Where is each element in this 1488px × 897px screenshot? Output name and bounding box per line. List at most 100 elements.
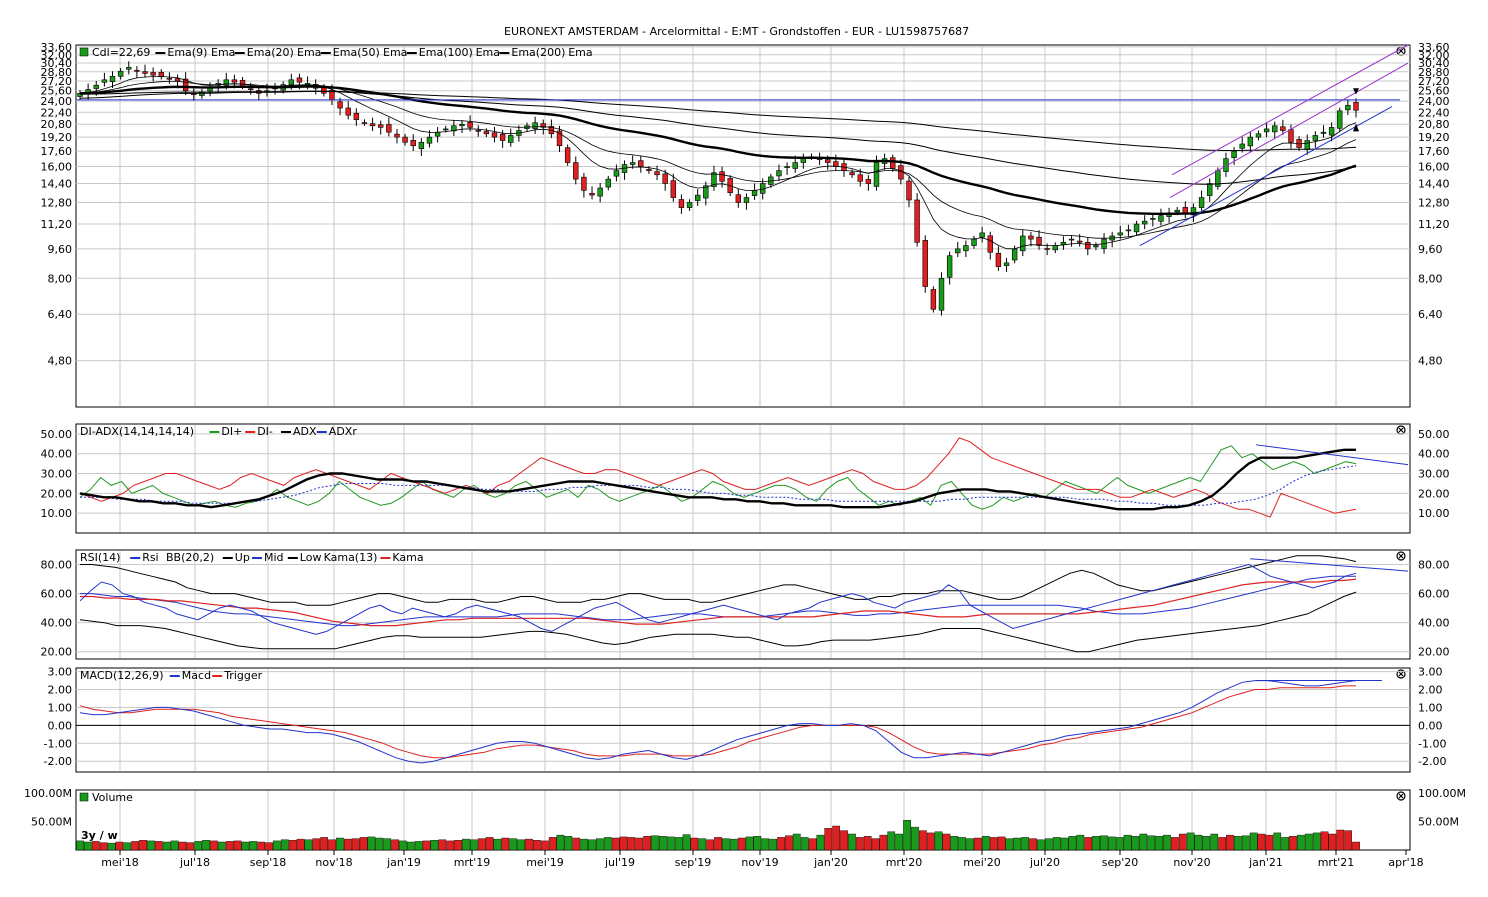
volume-bar	[982, 836, 990, 851]
volume-bar	[1344, 830, 1353, 851]
candle-body	[1190, 207, 1197, 216]
sell-arrow-icon	[1353, 88, 1359, 95]
volume-bar	[454, 840, 462, 851]
volume-bar	[919, 830, 927, 851]
price-ytick-right: 27,20	[1418, 75, 1450, 88]
volume-bar	[572, 837, 581, 851]
candle-body	[386, 124, 392, 133]
candle-body	[1125, 229, 1132, 232]
price-ytick-left: 24,00	[41, 95, 73, 108]
volume-bar	[1296, 834, 1305, 851]
volume-bar	[840, 830, 848, 851]
x-tick-label: mei'20	[963, 856, 1001, 869]
price-close-icon[interactable]	[1396, 46, 1406, 56]
price-ytick-left: 14,40	[41, 178, 73, 191]
candle-body	[898, 165, 904, 180]
volume-close-icon[interactable]	[1396, 791, 1406, 801]
volume-bar	[619, 836, 628, 851]
macd-ytick-left: 2.00	[48, 684, 73, 697]
candle-body	[1044, 248, 1050, 250]
adx-close-icon[interactable]	[1396, 425, 1406, 435]
volume-bar	[202, 840, 210, 851]
candle-body	[223, 79, 229, 86]
adx-ytick-left: 20.00	[41, 487, 73, 500]
volume-bar	[336, 837, 344, 851]
price-ytick-left: 22,40	[41, 106, 73, 119]
rsi-mid-line	[80, 575, 1356, 627]
candle-body	[1068, 238, 1075, 241]
volume-bar	[627, 837, 636, 851]
volume-bar	[603, 837, 612, 851]
price-ytick-right: 4,80	[1418, 355, 1443, 368]
candle-body	[345, 107, 351, 116]
candle-body	[1003, 262, 1010, 266]
volume-bar	[729, 838, 738, 851]
candle-body	[1312, 135, 1319, 141]
volume-bar	[1233, 836, 1242, 851]
candle-body	[1158, 215, 1164, 222]
volume-bar	[1029, 838, 1037, 851]
price-ytick-right: 22,40	[1418, 106, 1450, 119]
rsi-legend-label: Kama	[392, 551, 423, 564]
volume-bar	[540, 840, 549, 851]
adx-close-cross	[1398, 427, 1404, 433]
volume-bar	[556, 834, 565, 851]
volume-bar	[887, 831, 896, 851]
adx-legend-label: DI-	[257, 425, 273, 438]
volume-bar	[1320, 831, 1329, 851]
volume-bar	[210, 840, 218, 851]
price-ytick-right: 20,80	[1418, 118, 1450, 131]
candle-body	[955, 248, 961, 254]
price-ytick-left: 33,60	[41, 41, 73, 54]
candle-body	[873, 162, 880, 187]
volume-bar	[1352, 841, 1360, 851]
adx-ytick-left: 40.00	[41, 448, 73, 461]
rsi-close-icon[interactable]	[1396, 551, 1406, 561]
x-tick-label: jan'19	[386, 856, 421, 869]
candle-body	[93, 84, 99, 89]
macd-ytick-left: -2.00	[44, 755, 72, 768]
volume-bar	[265, 842, 273, 851]
price-ytick-right: 9,60	[1418, 243, 1443, 256]
candle-body	[1231, 150, 1237, 158]
candle-body	[784, 166, 790, 169]
volume-bar	[485, 837, 494, 851]
rsi-kama-line	[80, 578, 1357, 627]
candle-body	[1036, 236, 1042, 246]
candle-body	[597, 187, 603, 197]
x-tick-label: sep'20	[1102, 856, 1139, 869]
price-legend-label: Ema	[383, 46, 407, 59]
volume-bar	[1005, 838, 1014, 851]
candle-body	[1076, 240, 1083, 243]
volume-bar	[1257, 833, 1266, 851]
volume-bar	[911, 826, 919, 851]
volume-bar	[800, 837, 809, 851]
volume-bar	[162, 841, 171, 851]
price-legend-swatch	[79, 47, 89, 57]
volume-bar	[359, 837, 368, 851]
macd-ytick-right: 2.00	[1418, 684, 1443, 697]
volume-bar	[926, 832, 935, 851]
volume-bar	[123, 842, 132, 851]
volume-bar	[304, 839, 313, 851]
candle-body	[499, 133, 506, 141]
x-tick-label: mrt'21	[1318, 856, 1355, 869]
volume-bar	[107, 842, 116, 851]
adx-di--line	[79, 437, 1357, 518]
volume-bar	[824, 828, 833, 851]
volume-bar	[1289, 836, 1297, 851]
candle-body	[1182, 207, 1189, 214]
volume-bar	[808, 838, 817, 851]
candle-body	[337, 101, 343, 109]
volume-bar	[367, 836, 376, 851]
candle-body	[1255, 133, 1262, 138]
candle-body	[166, 77, 173, 80]
price-legend: Cdl=22,69 Ema(9) Ema Ema(20) Ema Ema(50) Ema Em…	[79, 46, 593, 59]
price-legend-label: Ema(9)	[167, 46, 207, 59]
candle-body	[532, 122, 538, 130]
candle-body	[589, 192, 595, 196]
macd-legend-label: Macd	[182, 669, 211, 682]
adx-legend-label: DI-ADX(14,14,14,14)	[80, 425, 194, 438]
volume-bar	[147, 840, 155, 851]
volume-close-cross	[1398, 793, 1404, 799]
